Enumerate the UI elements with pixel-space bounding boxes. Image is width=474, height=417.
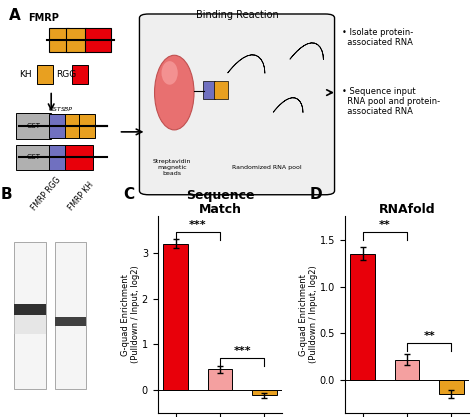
Text: SBP: SBP [61, 107, 73, 112]
Text: • Isolate protein-
  associated RNA: • Isolate protein- associated RNA [341, 28, 413, 47]
Text: B: B [0, 187, 12, 202]
FancyBboxPatch shape [14, 314, 46, 334]
Y-axis label: G-quad Enrichment
(Pulldown / Input, log2): G-quad Enrichment (Pulldown / Input, log… [121, 266, 140, 364]
Text: FMRP KH: FMRP KH [66, 181, 95, 212]
Text: **: ** [379, 220, 391, 230]
FancyBboxPatch shape [55, 242, 86, 389]
FancyBboxPatch shape [202, 81, 215, 99]
FancyBboxPatch shape [55, 317, 86, 327]
FancyBboxPatch shape [64, 145, 93, 170]
Y-axis label: G-quad Enrichment
(Pulldown / Input, log2): G-quad Enrichment (Pulldown / Input, log… [299, 266, 318, 364]
FancyBboxPatch shape [66, 28, 86, 52]
Text: FMRP: FMRP [28, 13, 59, 23]
FancyBboxPatch shape [49, 28, 69, 52]
Text: **: ** [423, 331, 435, 341]
FancyBboxPatch shape [214, 81, 228, 99]
Text: ***: *** [189, 221, 207, 230]
Text: Streptavidin
magnetic
beads: Streptavidin magnetic beads [153, 159, 191, 176]
Bar [252, 390, 277, 395]
Text: RGG: RGG [56, 70, 76, 79]
FancyBboxPatch shape [14, 242, 46, 389]
Text: GST: GST [27, 123, 41, 129]
Ellipse shape [155, 55, 194, 130]
FancyBboxPatch shape [37, 65, 53, 84]
FancyBboxPatch shape [139, 14, 335, 195]
Bar [395, 359, 419, 380]
FancyBboxPatch shape [49, 145, 65, 170]
FancyBboxPatch shape [85, 28, 110, 52]
Text: GST: GST [48, 107, 61, 112]
Bar [350, 254, 375, 380]
FancyBboxPatch shape [16, 113, 51, 139]
Text: D: D [310, 187, 322, 202]
Bar [164, 244, 188, 390]
Text: • Sequence input
  RNA pool and protein-
  associated RNA: • Sequence input RNA pool and protein- a… [341, 87, 440, 116]
FancyBboxPatch shape [72, 65, 88, 84]
Text: Binding Reaction: Binding Reaction [196, 10, 278, 20]
Bar [439, 380, 464, 394]
FancyBboxPatch shape [16, 145, 51, 170]
Text: A: A [9, 8, 21, 23]
Title: Sequence
Match: Sequence Match [186, 189, 254, 216]
Text: C: C [123, 187, 134, 202]
FancyBboxPatch shape [79, 113, 95, 138]
Text: FMRP RGG: FMRP RGG [30, 176, 63, 212]
Text: ***: *** [233, 346, 251, 356]
FancyBboxPatch shape [14, 304, 46, 314]
Text: Randomized RNA pool: Randomized RNA pool [232, 165, 302, 170]
Bar [208, 369, 232, 390]
Text: KH: KH [18, 70, 31, 79]
Ellipse shape [162, 61, 178, 85]
FancyBboxPatch shape [64, 113, 81, 138]
Text: GST: GST [27, 154, 41, 161]
FancyBboxPatch shape [49, 113, 65, 138]
Title: RNAfold: RNAfold [379, 203, 435, 216]
